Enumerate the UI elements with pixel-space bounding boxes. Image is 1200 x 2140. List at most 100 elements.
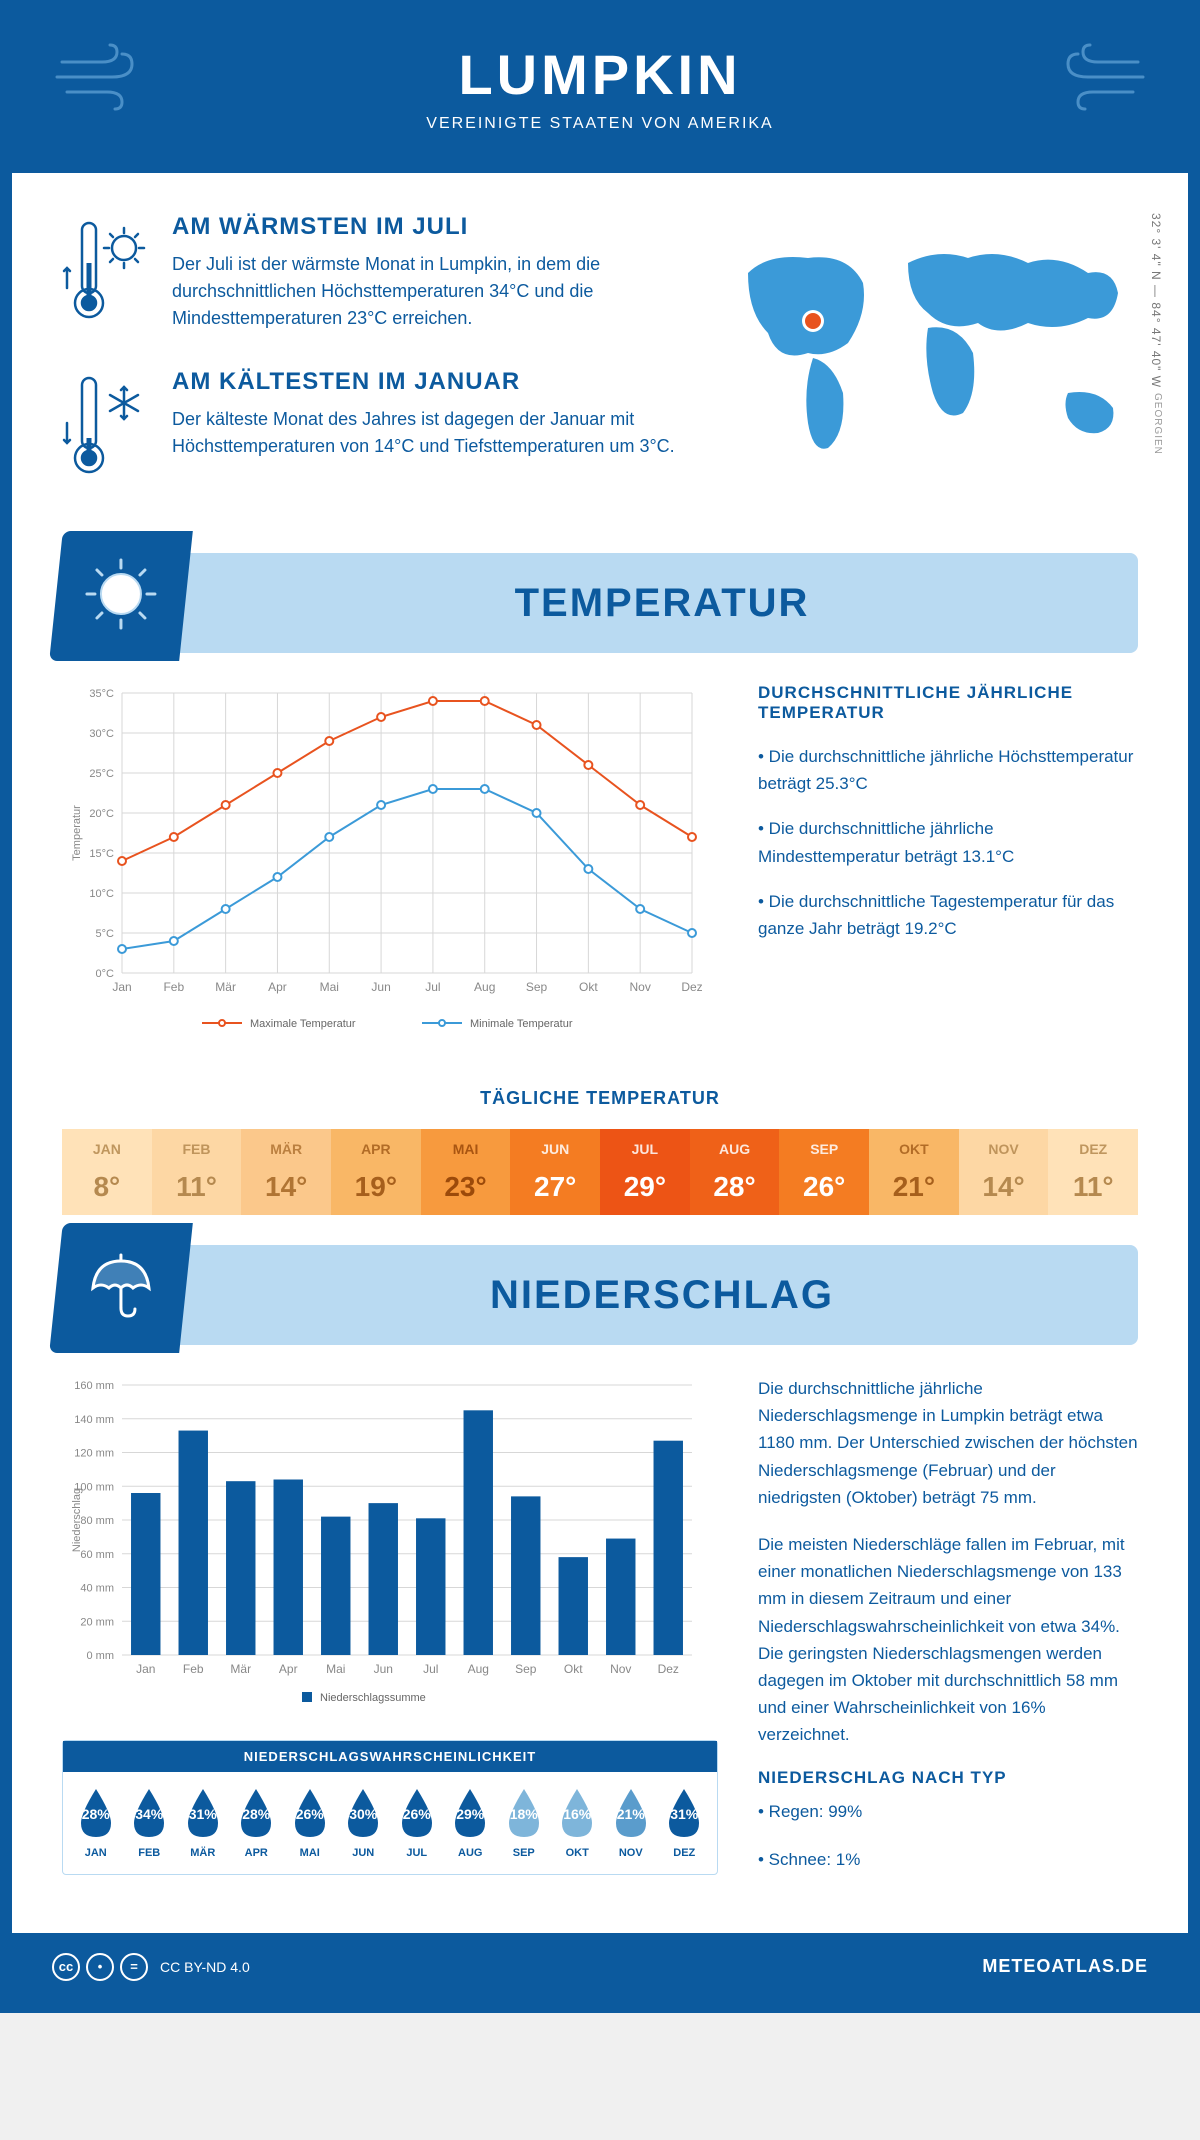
prob-cell: 21%NOV bbox=[606, 1787, 656, 1859]
coldest-title: AM KÄLTESTEN IM JANUAR bbox=[172, 368, 678, 396]
svg-text:Mär: Mär bbox=[215, 980, 236, 994]
svg-text:Mai: Mai bbox=[326, 1662, 345, 1676]
temp-info-title: DURCHSCHNITTLICHE JÄHRLICHE TEMPERATUR bbox=[758, 683, 1138, 723]
svg-text:60 mm: 60 mm bbox=[80, 1549, 114, 1561]
svg-text:30°C: 30°C bbox=[89, 728, 114, 740]
svg-text:0 mm: 0 mm bbox=[87, 1650, 115, 1662]
daily-temp-cell: AUG28° bbox=[690, 1129, 780, 1215]
daily-temp-cell: APR19° bbox=[331, 1129, 421, 1215]
svg-text:Feb: Feb bbox=[183, 1662, 204, 1676]
svg-text:15°C: 15°C bbox=[89, 848, 114, 860]
svg-text:Jun: Jun bbox=[371, 980, 390, 994]
svg-text:Jul: Jul bbox=[423, 1662, 438, 1676]
prob-cell: 16%OKT bbox=[553, 1787, 603, 1859]
wind-icon bbox=[1058, 42, 1148, 126]
precipitation-title: NIEDERSCHLAG bbox=[186, 1273, 1138, 1318]
svg-text:Nov: Nov bbox=[610, 1662, 631, 1676]
prob-cell: 29%AUG bbox=[446, 1787, 496, 1859]
svg-text:Apr: Apr bbox=[279, 1662, 298, 1676]
cc-icons: cc • = bbox=[52, 1953, 148, 1981]
prob-cell: 34%FEB bbox=[125, 1787, 175, 1859]
svg-text:Feb: Feb bbox=[163, 980, 184, 994]
svg-text:Jun: Jun bbox=[374, 1662, 393, 1676]
svg-text:Aug: Aug bbox=[474, 980, 495, 994]
temperature-line-chart: 0°C5°C10°C15°C20°C25°C30°C35°CJanFebMärA… bbox=[62, 683, 702, 1043]
site-name: METEOATLAS.DE bbox=[982, 1956, 1148, 1977]
precip-type-rain: • Regen: 99% bbox=[758, 1798, 1138, 1825]
svg-text:Nov: Nov bbox=[630, 980, 651, 994]
temperature-banner: TEMPERATUR bbox=[62, 553, 1138, 653]
precip-para: Die meisten Niederschläge fallen im Febr… bbox=[758, 1531, 1138, 1749]
prob-cell: 30%JUN bbox=[339, 1787, 389, 1859]
svg-text:Mär: Mär bbox=[230, 1662, 251, 1676]
warmest-title: AM WÄRMSTEN IM JULI bbox=[172, 213, 678, 241]
svg-text:Apr: Apr bbox=[268, 980, 287, 994]
footer: cc • = CC BY-ND 4.0 METEOATLAS.DE bbox=[12, 1933, 1188, 2001]
svg-text:Okt: Okt bbox=[579, 980, 598, 994]
svg-text:Jan: Jan bbox=[112, 980, 131, 994]
svg-text:20 mm: 20 mm bbox=[80, 1616, 114, 1628]
daily-temp-row: JAN8°FEB11°MÄR14°APR19°MAI23°JUN27°JUL29… bbox=[62, 1129, 1138, 1215]
temp-bullet: • Die durchschnittliche jährliche Höchst… bbox=[758, 743, 1138, 797]
umbrella-icon bbox=[81, 1245, 161, 1330]
precipitation-bar-chart: 0 mm20 mm40 mm60 mm80 mm100 mm120 mm140 … bbox=[62, 1375, 702, 1715]
warmest-block: AM WÄRMSTEN IM JULI Der Juli ist der wär… bbox=[62, 213, 678, 333]
daily-temp-cell: MAI23° bbox=[421, 1129, 511, 1215]
svg-text:Niederschlagssumme: Niederschlagssumme bbox=[320, 1692, 426, 1704]
prob-cell: 31%DEZ bbox=[660, 1787, 710, 1859]
svg-text:Dez: Dez bbox=[681, 980, 702, 994]
precipitation-banner: NIEDERSCHLAG bbox=[62, 1245, 1138, 1345]
daily-temp-cell: OKT21° bbox=[869, 1129, 959, 1215]
svg-text:20°C: 20°C bbox=[89, 808, 114, 820]
daily-temp-cell: FEB11° bbox=[152, 1129, 242, 1215]
thermometer-cold-icon bbox=[62, 368, 152, 488]
daily-temp-cell: SEP26° bbox=[779, 1129, 869, 1215]
svg-text:140 mm: 140 mm bbox=[74, 1414, 114, 1426]
wind-icon bbox=[52, 42, 142, 126]
prob-cell: 26%JUL bbox=[392, 1787, 442, 1859]
warmest-text: Der Juli ist der wärmste Monat in Lumpki… bbox=[172, 251, 678, 332]
svg-text:Temperatur: Temperatur bbox=[71, 805, 83, 861]
temp-bullet: • Die durchschnittliche Tagestemperatur … bbox=[758, 888, 1138, 942]
prob-cell: 26%MAI bbox=[285, 1787, 335, 1859]
daily-temp-cell: DEZ11° bbox=[1048, 1129, 1138, 1215]
svg-text:Niederschlag: Niederschlag bbox=[71, 1488, 83, 1552]
svg-text:Maximale Temperatur: Maximale Temperatur bbox=[250, 1018, 356, 1030]
daily-temp-cell: JAN8° bbox=[62, 1129, 152, 1215]
svg-text:Sep: Sep bbox=[515, 1662, 537, 1676]
precipitation-probability-box: NIEDERSCHLAGSWAHRSCHEINLICHKEIT 28%JAN34… bbox=[62, 1740, 718, 1875]
svg-text:Sep: Sep bbox=[526, 980, 548, 994]
svg-text:25°C: 25°C bbox=[89, 768, 114, 780]
svg-text:10°C: 10°C bbox=[89, 888, 114, 900]
svg-text:Aug: Aug bbox=[468, 1662, 489, 1676]
svg-text:5°C: 5°C bbox=[96, 928, 115, 940]
prob-cell: 18%SEP bbox=[499, 1787, 549, 1859]
coldest-block: AM KÄLTESTEN IM JANUAR Der kälteste Mona… bbox=[62, 368, 678, 488]
city-title: LUMPKIN bbox=[32, 42, 1168, 107]
svg-text:Mai: Mai bbox=[320, 980, 339, 994]
prob-cell: 28%APR bbox=[232, 1787, 282, 1859]
svg-text:80 mm: 80 mm bbox=[80, 1515, 114, 1527]
temp-bullet: • Die durchschnittliche jährliche Mindes… bbox=[758, 815, 1138, 869]
world-map: 32° 3' 4" N — 84° 47' 40" W GEORGIEN bbox=[718, 213, 1138, 523]
daily-temp-cell: JUL29° bbox=[600, 1129, 690, 1215]
precip-type-snow: • Schnee: 1% bbox=[758, 1846, 1138, 1873]
license-text: CC BY-ND 4.0 bbox=[160, 1959, 250, 1975]
region-label: GEORGIEN bbox=[1152, 393, 1163, 455]
daily-temp-cell: NOV14° bbox=[959, 1129, 1049, 1215]
precip-para: Die durchschnittliche jährliche Niedersc… bbox=[758, 1375, 1138, 1511]
header: LUMPKIN VEREINIGTE STAATEN VON AMERIKA bbox=[12, 12, 1188, 173]
svg-text:35°C: 35°C bbox=[89, 688, 114, 700]
prob-title: NIEDERSCHLAGSWAHRSCHEINLICHKEIT bbox=[63, 1741, 717, 1772]
coordinates: 32° 3' 4" N — 84° 47' 40" W bbox=[1149, 213, 1163, 388]
svg-text:Dez: Dez bbox=[658, 1662, 679, 1676]
svg-text:40 mm: 40 mm bbox=[80, 1583, 114, 1595]
temperature-title: TEMPERATUR bbox=[186, 581, 1138, 626]
precip-type-title: NIEDERSCHLAG NACH TYP bbox=[758, 1768, 1138, 1788]
prob-cell: 31%MÄR bbox=[178, 1787, 228, 1859]
daily-temp-title: TÄGLICHE TEMPERATUR bbox=[62, 1088, 1138, 1109]
prob-cell: 28%JAN bbox=[71, 1787, 121, 1859]
svg-text:120 mm: 120 mm bbox=[74, 1448, 114, 1460]
country-subtitle: VEREINIGTE STAATEN VON AMERIKA bbox=[32, 115, 1168, 133]
thermometer-hot-icon bbox=[62, 213, 152, 333]
